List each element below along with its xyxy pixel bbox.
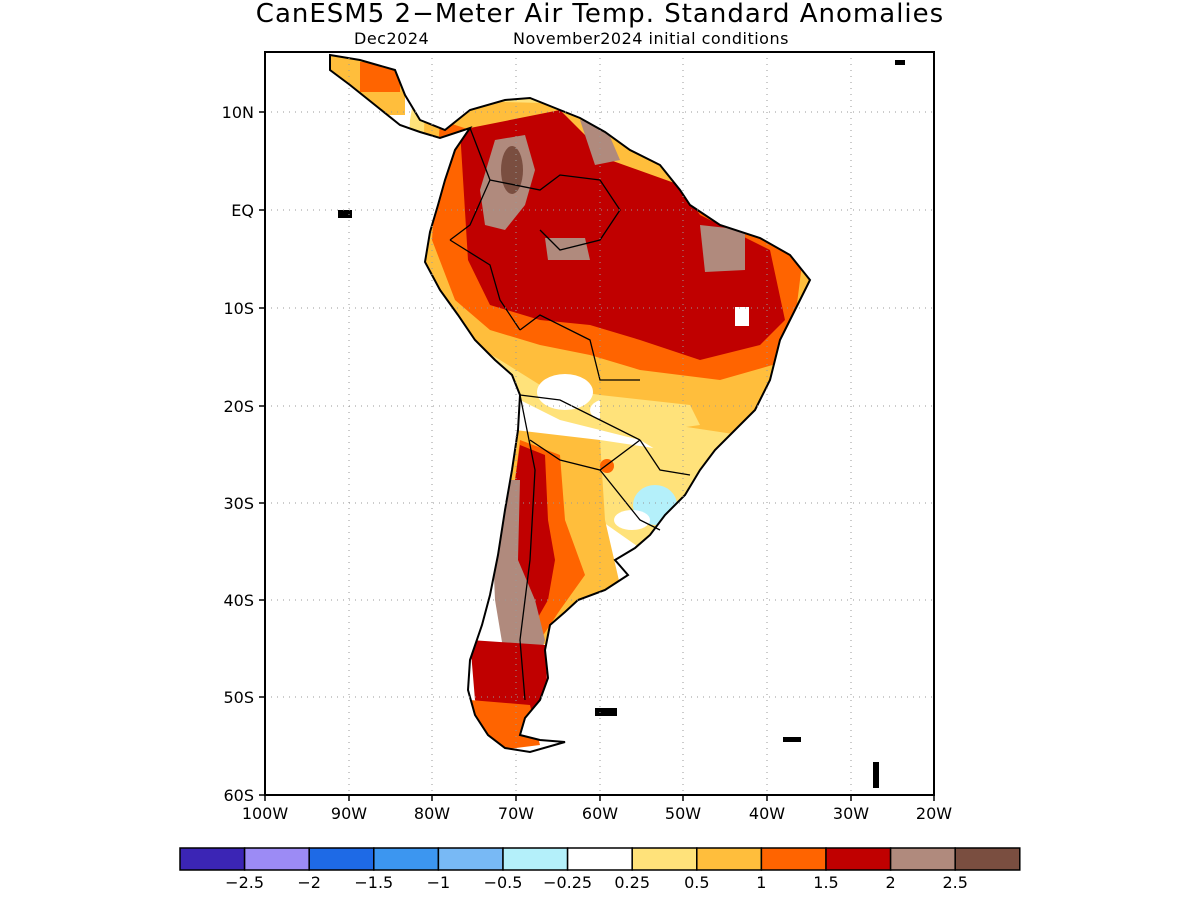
colorbar-swatch [373,847,440,871]
colorbar-label: −0.5 [484,873,523,892]
colorbar-label: 0.25 [614,873,650,892]
colorbar-label: 2 [886,873,896,892]
initial-conditions: November2024 initial conditions [513,29,789,48]
lat-tick-label: 50S [223,688,254,707]
map-title: CanESM5 2−Meter Air Temp. Standard Anoma… [255,0,945,29]
lat-tick-label: 60S [223,786,254,805]
colorbar-swatch [179,847,246,871]
colorbar-swatch [954,847,1021,871]
lon-tick-label: 100W [242,804,289,823]
colorbar-label: −1.5 [354,873,393,892]
colorbar-label: −2.5 [225,873,264,892]
country-borders [449,127,691,701]
colorbar-label: 2.5 [942,873,967,892]
lon-tick-label: 30W [833,804,869,823]
colorbar-swatch [308,847,375,871]
lat-tick-label: 10N [222,103,254,122]
colorbar-label: −1 [427,873,451,892]
lat-tick-label: 40S [223,591,254,610]
colorbar-swatch [437,847,504,871]
colorbar-swatch [760,847,827,871]
lon-tick-label: 40W [749,804,785,823]
colorbar-label: 1 [756,873,766,892]
colorbar-label: 0.5 [684,873,709,892]
colorbar-label: −2 [297,873,321,892]
colorbar-swatch [566,847,633,871]
colorbar-swatch [696,847,763,871]
lat-tick-label: 30S [223,494,254,513]
colorbar-label: −0.25 [543,873,592,892]
lat-axis: 10N EQ 10S 20S 30S 40S 50S 60S [222,103,265,805]
colorbar-swatch [631,847,698,871]
colorbar-swatch [243,847,310,871]
lat-tick-label: 20S [223,397,254,416]
islands [338,60,905,788]
lon-axis: 100W 90W 80W 70W 60W 50W 40W 30W 20W [242,795,952,823]
lon-tick-label: 80W [414,804,450,823]
forecast-month: Dec2024 [354,29,430,48]
colorbar: −2.5 −2 −1.5 −1 −0.5 −0.25 0.25 0.5 1 1.5 2 2.5 [179,847,1021,892]
colorbar-label: 1.5 [813,873,838,892]
lon-tick-label: 60W [582,804,618,823]
lon-tick-label: 50W [665,804,701,823]
coastline [329,53,812,754]
colorbar-swatch [889,847,956,871]
lon-tick-label: 90W [331,804,367,823]
lon-tick-label: 20W [916,804,952,823]
lon-tick-label: 70W [498,804,534,823]
lat-tick-label: 10S [223,299,254,318]
lat-tick-label: EQ [231,201,254,220]
colorbar-swatch [825,847,892,871]
colorbar-swatch [502,847,569,871]
